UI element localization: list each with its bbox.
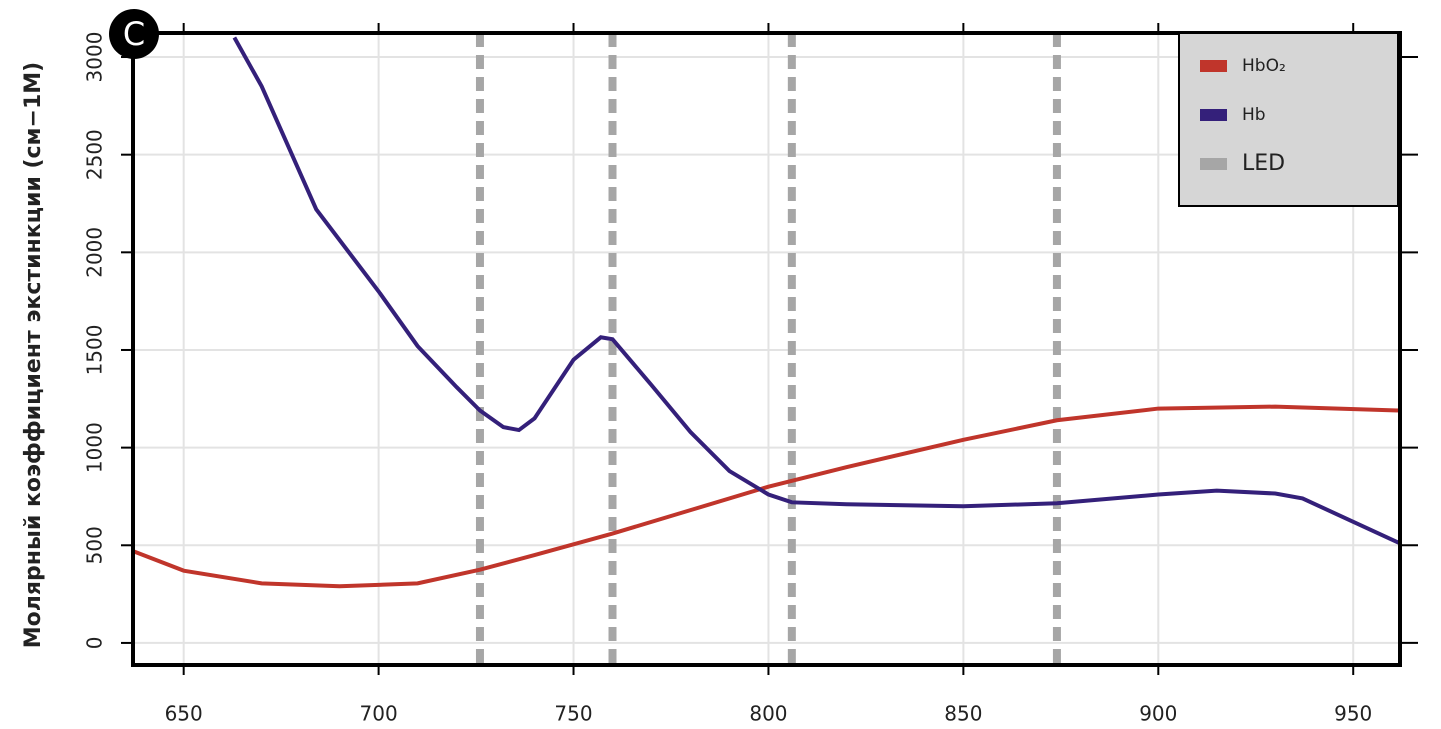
y-tick-label: 1000	[83, 422, 107, 473]
panel-badge	[109, 9, 159, 59]
panel-label: C	[123, 15, 145, 53]
x-tick-label: 950	[1334, 702, 1372, 726]
legend-swatch	[1200, 109, 1227, 121]
legend-swatch	[1200, 60, 1227, 72]
x-tick-label: 800	[749, 702, 787, 726]
y-tick-label: 1500	[83, 325, 107, 376]
plot-frame	[131, 31, 1402, 667]
y-tick-label: 2500	[83, 129, 107, 180]
legend-label: LED	[1242, 151, 1285, 176]
x-tick-label: 900	[1139, 702, 1177, 726]
y-axis-label: Молярный коэффициент экстинкции (см−1М)	[21, 62, 46, 648]
line-series	[232, 36, 1400, 546]
x-tick-label: 650	[165, 702, 203, 726]
legend-swatch	[1200, 158, 1227, 170]
y-tick-label: 3000	[83, 32, 107, 83]
x-tick-label: 750	[554, 702, 592, 726]
legend-label: HbO₂	[1242, 56, 1286, 76]
y-tick-label: 500	[83, 526, 107, 564]
x-tick-label: 850	[944, 702, 982, 726]
legend-label: Hb	[1242, 105, 1266, 125]
y-tick-label: 0	[83, 637, 107, 650]
line-series	[133, 404, 1400, 589]
x-tick-label: 700	[360, 702, 398, 726]
y-tick-label: 2000	[83, 227, 107, 278]
